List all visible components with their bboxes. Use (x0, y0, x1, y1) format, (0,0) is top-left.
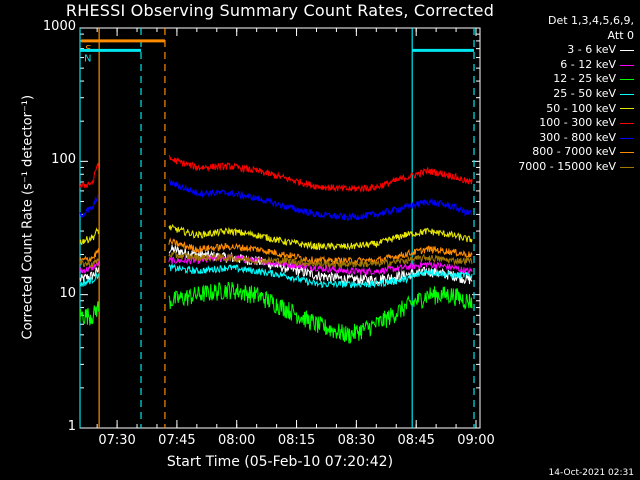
legend-label: 12 - 25 keV (553, 72, 616, 86)
x-axis-label: Start Time (05-Feb-10 07:20:42) (166, 454, 394, 470)
legend-label: 50 - 100 keV (546, 101, 616, 115)
timestamp: 14-Oct-2021 02:31 (548, 468, 634, 478)
legend-item: 25 - 50 keV (518, 87, 634, 102)
legend-swatch (620, 137, 634, 139)
axis-ticks (80, 27, 480, 429)
series-line-5 (168, 154, 473, 193)
legend-label: 3 - 6 keV (567, 43, 616, 57)
series-line-1 (168, 253, 473, 276)
y-tick-label: 1 (67, 419, 76, 434)
series-line-2 (79, 301, 99, 326)
series-line-2 (168, 281, 473, 345)
legend-item: 50 - 100 keV (518, 102, 634, 117)
legend-label: 6 - 12 keV (560, 57, 616, 71)
legend-header-line-2: Att 0 (607, 28, 634, 42)
series-line-1 (79, 260, 99, 274)
series-line-4 (168, 223, 473, 251)
legend-item: 7000 - 15000 keV (518, 160, 634, 175)
y-tick-label: 10 (59, 285, 76, 301)
mode-markers (79, 28, 475, 428)
x-tick-label: 07:45 (158, 433, 196, 448)
series-line-3 (168, 263, 473, 289)
x-tick-label: 08:30 (337, 433, 376, 448)
legend-item: 100 - 300 keV (518, 116, 634, 131)
legend-swatch (620, 152, 634, 154)
legend-item: 800 - 7000 keV (518, 145, 634, 160)
series-line-6 (168, 178, 473, 222)
legend-item: 300 - 800 keV (518, 131, 634, 146)
y-tick-label: 1000 (42, 19, 76, 34)
legend-item: 3 - 6 keV (518, 43, 634, 58)
series-line-5 (79, 163, 99, 189)
plot-frame (79, 27, 481, 429)
x-tick-label: 08:00 (217, 433, 256, 448)
legend-swatch (620, 49, 634, 51)
flag-bars: SN (80, 39, 475, 64)
legend-label: 100 - 300 keV (539, 116, 616, 130)
legend-label: 7000 - 15000 keV (518, 159, 616, 173)
legend-label: 25 - 50 keV (553, 86, 616, 100)
legend-swatch (620, 108, 634, 110)
flag-label: N (84, 53, 91, 64)
x-tick-label: 08:45 (397, 433, 435, 448)
series-line-3 (79, 271, 99, 287)
y-axis-label: Corrected Count Rate (s⁻¹ detector⁻¹) (20, 94, 36, 340)
series-lines (79, 154, 473, 345)
series-line-6 (79, 194, 99, 218)
legend: Det 1,3,4,5,6,9, Att 0 3 - 6 keV 6 - 12 k… (518, 14, 634, 175)
series-line-7 (168, 237, 473, 266)
legend-header-line-1: Det 1,3,4,5,6,9, (547, 14, 634, 27)
legend-item: 12 - 25 keV (518, 72, 634, 87)
series-line-7 (79, 248, 99, 263)
chart-title: RHESSI Observing Summary Count Rates, Co… (65, 1, 495, 20)
legend-item: 6 - 12 keV (518, 58, 634, 73)
y-tick-label: 100 (51, 152, 76, 168)
series-line-4 (79, 227, 99, 246)
legend-swatch (620, 79, 634, 81)
x-tick-label: 07:30 (98, 433, 136, 448)
legend-label: 800 - 7000 keV (532, 145, 616, 159)
legend-swatch (620, 166, 634, 168)
x-tick-label: 09:00 (457, 433, 495, 448)
legend-swatch (620, 64, 634, 66)
series-line-8 (168, 251, 473, 269)
legend-swatch (620, 93, 634, 95)
series-line-8 (79, 257, 99, 270)
legend-swatch (620, 122, 634, 124)
legend-label: 300 - 800 keV (539, 130, 616, 144)
x-tick-label: 08:15 (277, 433, 316, 448)
